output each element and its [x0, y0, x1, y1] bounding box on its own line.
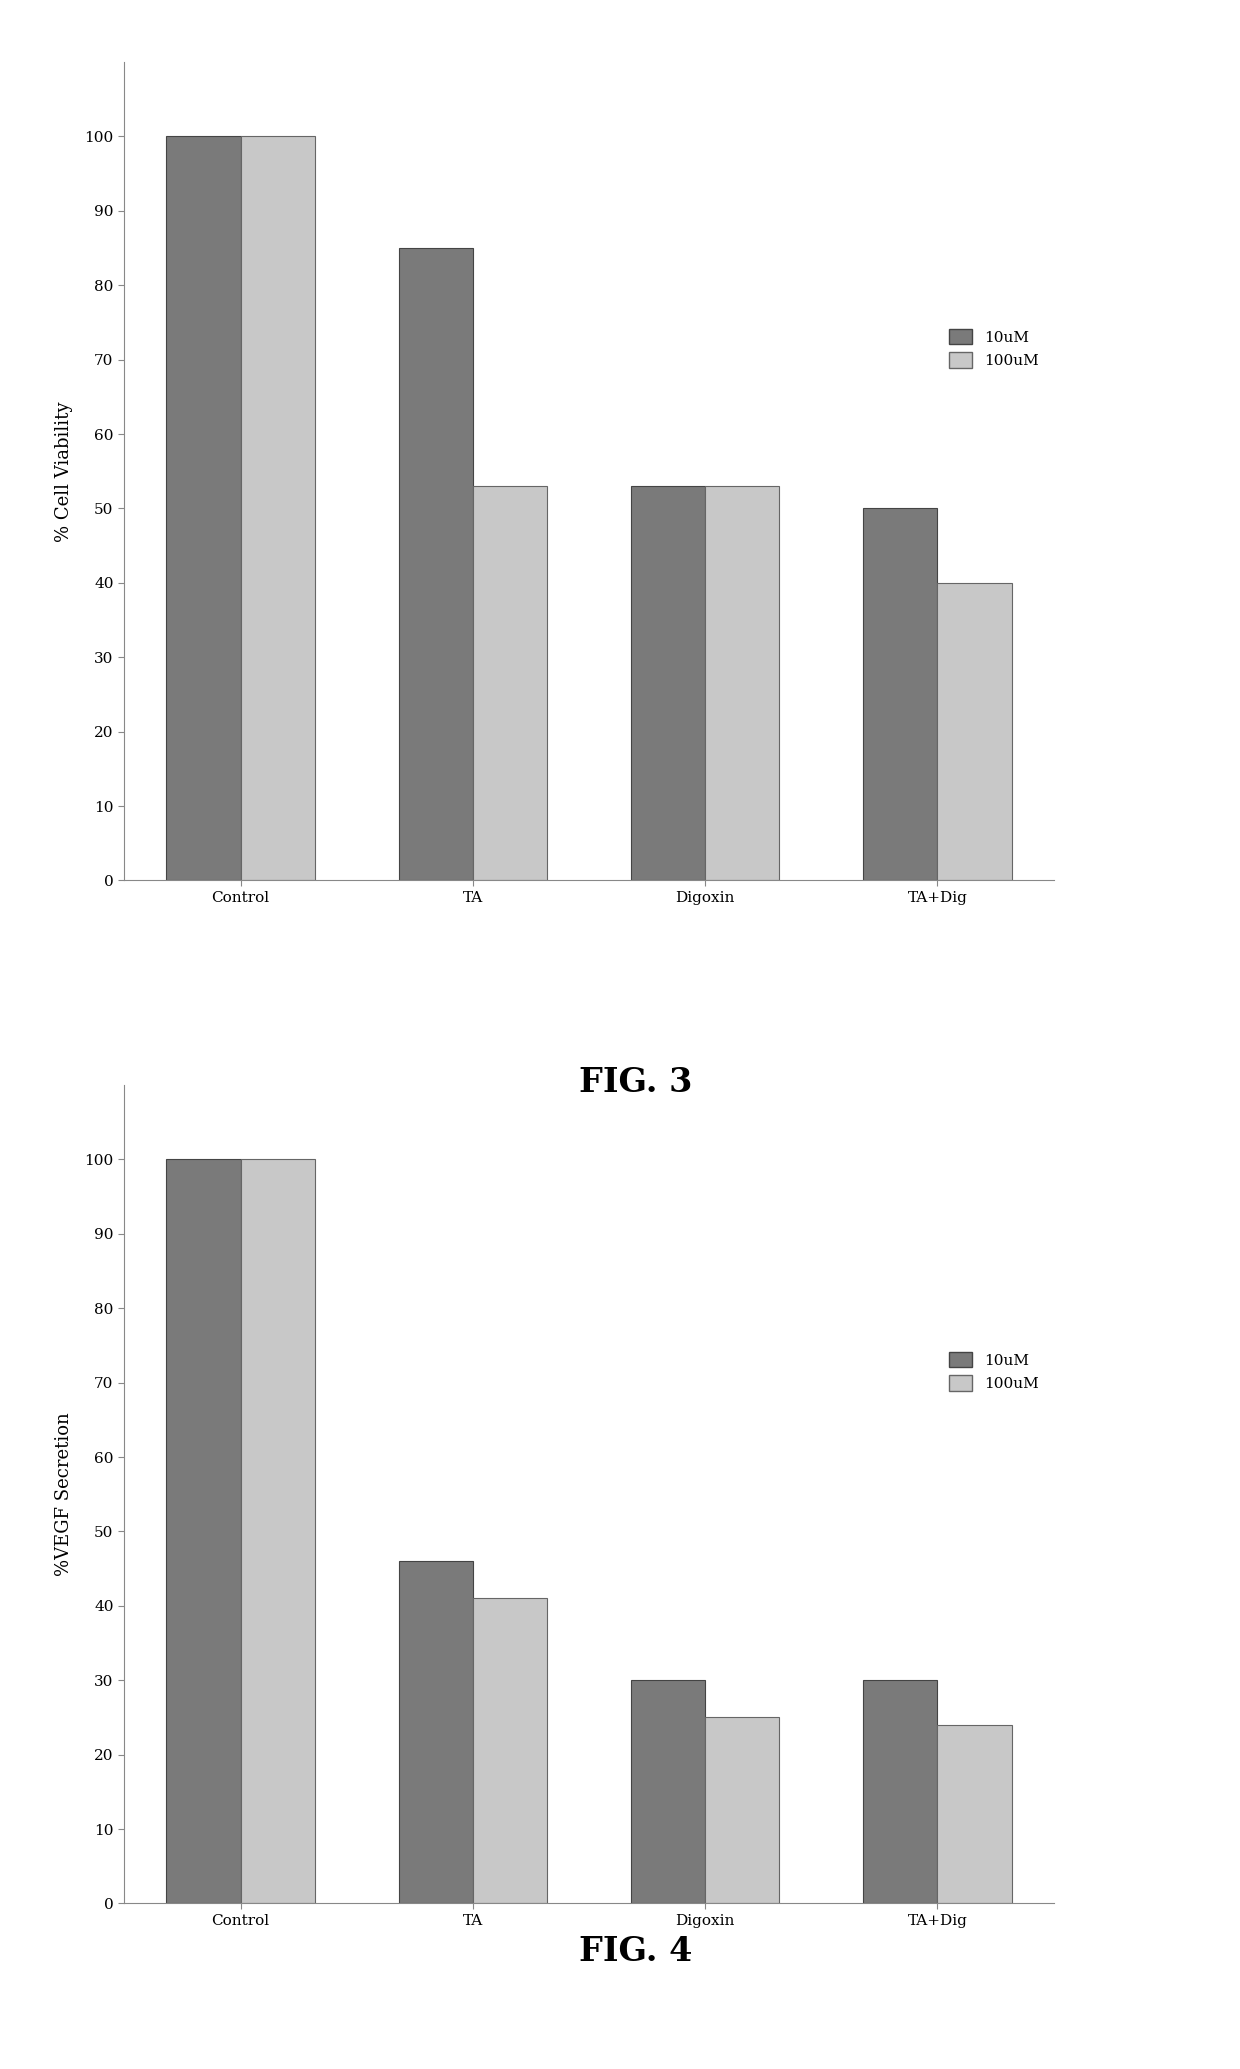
- Bar: [472, 486, 547, 881]
- Bar: [166, 137, 241, 881]
- Bar: [472, 1599, 547, 1903]
- Text: FIG. 4: FIG. 4: [579, 1935, 692, 1968]
- Bar: [241, 137, 315, 881]
- Bar: [631, 486, 706, 881]
- Bar: [863, 509, 937, 881]
- Legend: 10uM, 100uM: 10uM, 100uM: [941, 321, 1047, 377]
- Y-axis label: % Cell Viability: % Cell Viability: [56, 401, 73, 542]
- Bar: [166, 1159, 241, 1903]
- Bar: [863, 1680, 937, 1903]
- Bar: [937, 1726, 1012, 1903]
- Y-axis label: %VEGF Secretion: %VEGF Secretion: [56, 1413, 73, 1577]
- Text: FIG. 3: FIG. 3: [579, 1066, 692, 1099]
- Legend: 10uM, 100uM: 10uM, 100uM: [941, 1345, 1047, 1399]
- Bar: [398, 248, 472, 881]
- Bar: [398, 1562, 472, 1903]
- Bar: [241, 1159, 315, 1903]
- Bar: [706, 1717, 780, 1903]
- Bar: [937, 583, 1012, 881]
- Bar: [631, 1680, 706, 1903]
- Bar: [706, 486, 780, 881]
